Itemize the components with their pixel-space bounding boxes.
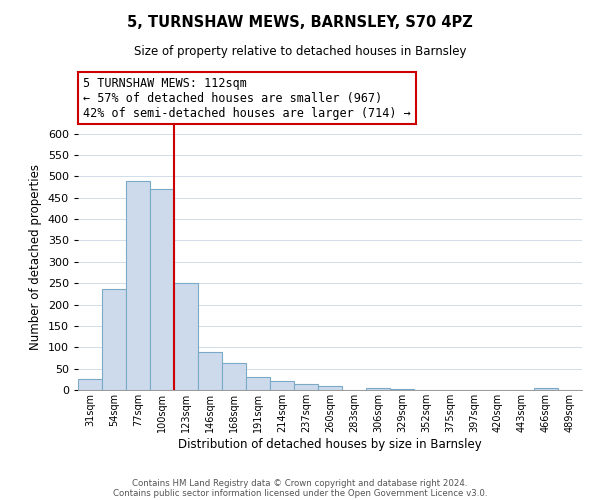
- Bar: [126, 180, 150, 390]
- Bar: [390, 389, 414, 390]
- Bar: [270, 380, 294, 390]
- Bar: [318, 386, 342, 390]
- Text: 5, TURNSHAW MEWS, BARNSLEY, S70 4PZ: 5, TURNSHAW MEWS, BARNSLEY, S70 4PZ: [127, 15, 473, 30]
- Text: Size of property relative to detached houses in Barnsley: Size of property relative to detached ho…: [134, 45, 466, 58]
- Bar: [198, 352, 222, 390]
- X-axis label: Distribution of detached houses by size in Barnsley: Distribution of detached houses by size …: [178, 438, 482, 450]
- Bar: [174, 283, 198, 390]
- Text: Contains HM Land Registry data © Crown copyright and database right 2024.: Contains HM Land Registry data © Crown c…: [132, 478, 468, 488]
- Bar: [246, 377, 270, 390]
- Bar: [294, 384, 318, 390]
- Text: 5 TURNSHAW MEWS: 112sqm
← 57% of detached houses are smaller (967)
42% of semi-d: 5 TURNSHAW MEWS: 112sqm ← 57% of detache…: [83, 76, 411, 120]
- Bar: [78, 380, 102, 390]
- Bar: [150, 189, 174, 390]
- Bar: [534, 388, 558, 390]
- Bar: [366, 388, 390, 390]
- Text: Contains public sector information licensed under the Open Government Licence v3: Contains public sector information licen…: [113, 488, 487, 498]
- Bar: [222, 363, 246, 390]
- Bar: [102, 288, 126, 390]
- Y-axis label: Number of detached properties: Number of detached properties: [29, 164, 42, 350]
